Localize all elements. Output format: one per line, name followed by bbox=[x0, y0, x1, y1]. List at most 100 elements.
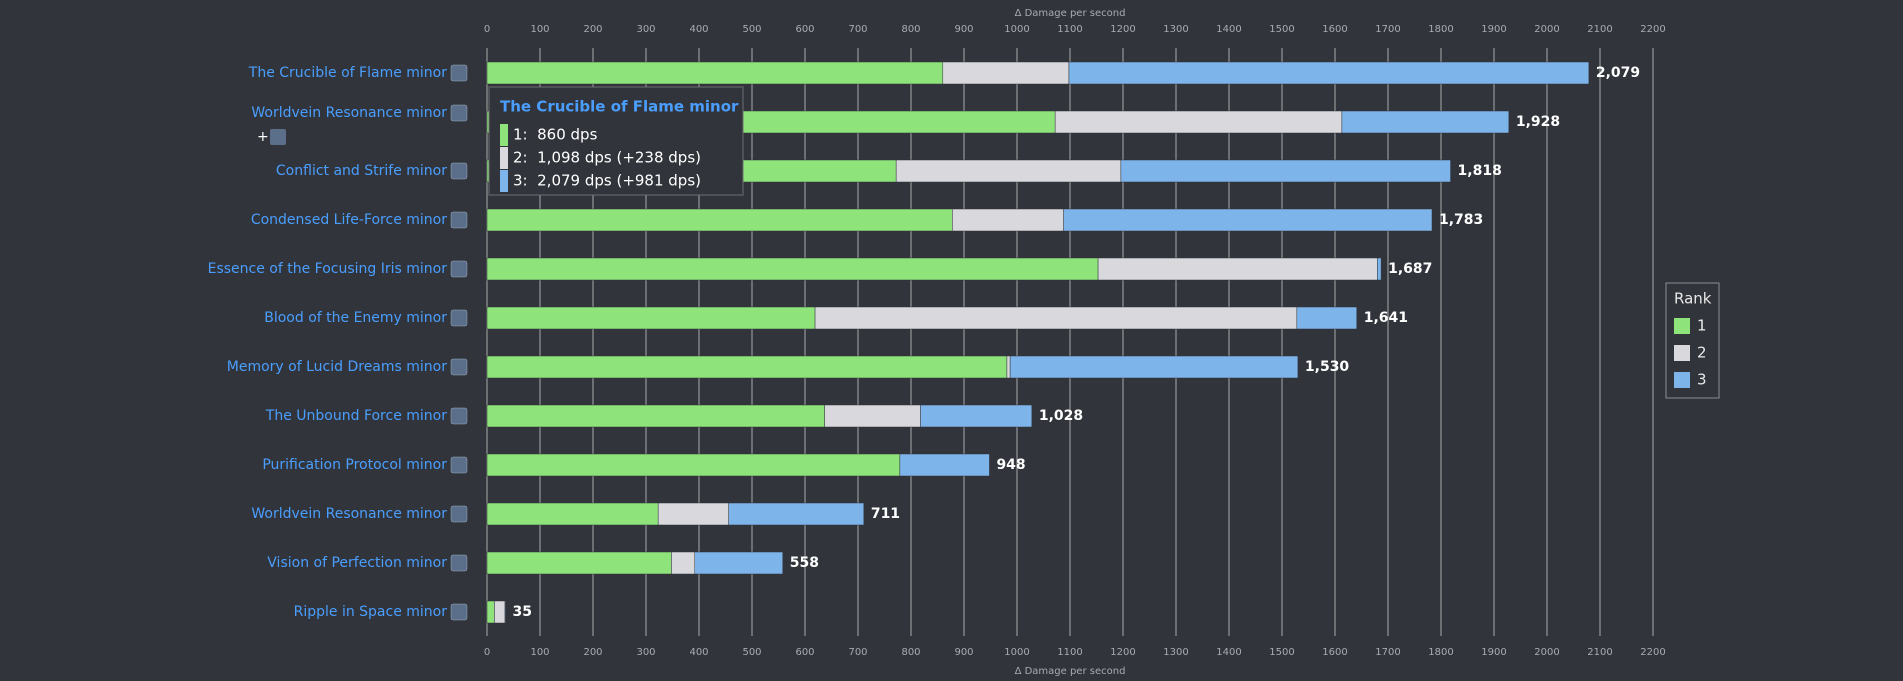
category-label: The Unbound Force minor bbox=[265, 408, 447, 424]
category-label: Ripple in Space minor bbox=[294, 604, 448, 620]
category-icon bbox=[450, 64, 468, 82]
bar-segment bbox=[486, 208, 953, 232]
total-label: 1,783 bbox=[1439, 212, 1483, 228]
legend-label: 3 bbox=[1697, 371, 1707, 389]
x-tick-label: 500 bbox=[742, 647, 761, 658]
category-icon bbox=[450, 211, 468, 229]
category-label: Essence of the Focusing Iris minor bbox=[208, 261, 448, 277]
bar-segment bbox=[1377, 257, 1382, 281]
x-axis-title: Δ Damage per second bbox=[1015, 8, 1126, 19]
tooltip-box bbox=[488, 86, 744, 196]
x-tick-label: 400 bbox=[689, 24, 708, 35]
total-label: 558 bbox=[790, 555, 819, 571]
x-tick-label: 2100 bbox=[1587, 24, 1612, 35]
x-axis-title: Δ Damage per second bbox=[1015, 666, 1126, 677]
bar-segment bbox=[920, 404, 1033, 428]
x-tick-label: 1100 bbox=[1057, 24, 1082, 35]
legend-label: 2 bbox=[1697, 344, 1707, 362]
total-label: 711 bbox=[871, 506, 900, 522]
category-label: Memory of Lucid Dreams minor bbox=[227, 359, 447, 375]
legend-title: Rank bbox=[1674, 290, 1712, 308]
x-tick-label: 1000 bbox=[1004, 24, 1029, 35]
x-tick-label: 2000 bbox=[1534, 647, 1559, 658]
tooltip-swatch bbox=[500, 170, 508, 192]
x-tick-label: 300 bbox=[636, 647, 655, 658]
x-tick-label: 2200 bbox=[1640, 24, 1665, 35]
x-tick-label: 1400 bbox=[1216, 24, 1241, 35]
x-tick-label: 1300 bbox=[1163, 24, 1188, 35]
bar-segment bbox=[694, 551, 783, 575]
bar-segment bbox=[895, 159, 1122, 183]
x-tick-label: 1300 bbox=[1163, 647, 1188, 658]
bar-segment bbox=[1341, 110, 1510, 134]
tooltip-swatch bbox=[500, 124, 508, 146]
bar-segment bbox=[657, 502, 729, 526]
legend-label: 1 bbox=[1697, 317, 1707, 335]
legend-swatch bbox=[1674, 345, 1690, 361]
category-label: Blood of the Enemy minor bbox=[264, 310, 447, 326]
bar-segment bbox=[486, 355, 1008, 379]
x-tick-label: 100 bbox=[530, 647, 549, 658]
total-label: 1,818 bbox=[1458, 163, 1502, 179]
x-tick-label: 0 bbox=[484, 24, 490, 35]
x-tick-label: 200 bbox=[583, 24, 602, 35]
x-tick-label: 1500 bbox=[1269, 647, 1294, 658]
total-label: 948 bbox=[996, 457, 1025, 473]
x-tick-label: 1900 bbox=[1481, 24, 1506, 35]
bar-segment bbox=[1097, 257, 1378, 281]
x-tick-label: 700 bbox=[848, 24, 867, 35]
bar-segment bbox=[486, 551, 672, 575]
tooltip-row: 1: 860 dps bbox=[513, 126, 598, 144]
x-tick-label: 500 bbox=[742, 24, 761, 35]
bar-segment bbox=[814, 306, 1298, 330]
category-label: Condensed Life-Force minor bbox=[251, 212, 447, 228]
x-tick-label: 1800 bbox=[1428, 647, 1453, 658]
total-label: 35 bbox=[513, 604, 532, 620]
category-icon bbox=[450, 104, 468, 122]
bar-segment bbox=[486, 453, 901, 477]
category-label: Worldvein Resonance minor bbox=[251, 506, 447, 522]
bar-segment bbox=[952, 208, 1064, 232]
category-label: Purification Protocol minor bbox=[262, 457, 447, 473]
tooltip-row: 3: 2,079 dps (+981 dps) bbox=[513, 172, 701, 190]
total-label: 2,079 bbox=[1596, 65, 1640, 81]
total-label: 1,928 bbox=[1516, 114, 1560, 130]
bar-segment bbox=[1063, 208, 1433, 232]
bar-segment bbox=[942, 61, 1070, 85]
x-tick-label: 1700 bbox=[1375, 24, 1400, 35]
x-tick-label: 2100 bbox=[1587, 647, 1612, 658]
bar-segment bbox=[728, 502, 865, 526]
category-icon bbox=[450, 456, 468, 474]
bar-segment bbox=[486, 404, 825, 428]
bar-segment bbox=[1068, 61, 1590, 85]
bar-segment bbox=[899, 453, 990, 477]
category-label: Worldvein Resonance minor bbox=[251, 105, 447, 121]
total-label: 1,687 bbox=[1388, 261, 1432, 277]
total-label: 1,641 bbox=[1364, 310, 1408, 326]
x-tick-label: 900 bbox=[954, 24, 973, 35]
x-tick-label: 400 bbox=[689, 647, 708, 658]
bar-segment bbox=[671, 551, 696, 575]
x-tick-label: 2200 bbox=[1640, 647, 1665, 658]
tooltip-swatch bbox=[500, 147, 508, 169]
bar-segment bbox=[1120, 159, 1451, 183]
x-tick-label: 2000 bbox=[1534, 24, 1559, 35]
bar-segment bbox=[486, 306, 816, 330]
category-icon bbox=[450, 162, 468, 180]
bar-segment bbox=[486, 600, 495, 624]
x-tick-label: 1600 bbox=[1322, 24, 1347, 35]
x-tick-label: 900 bbox=[954, 647, 973, 658]
category-icon bbox=[450, 407, 468, 425]
tooltip-title: The Crucible of Flame minor bbox=[500, 98, 739, 116]
x-tick-label: 1700 bbox=[1375, 647, 1400, 658]
category-icon bbox=[450, 260, 468, 278]
bar-segment bbox=[1054, 110, 1343, 134]
x-tick-label: 200 bbox=[583, 647, 602, 658]
category-label: Vision of Perfection minor bbox=[267, 555, 447, 571]
category-icon bbox=[450, 603, 468, 621]
x-tick-label: 1000 bbox=[1004, 647, 1029, 658]
legend-swatch bbox=[1674, 372, 1690, 388]
bar-segment bbox=[494, 600, 506, 624]
x-tick-label: 1900 bbox=[1481, 647, 1506, 658]
